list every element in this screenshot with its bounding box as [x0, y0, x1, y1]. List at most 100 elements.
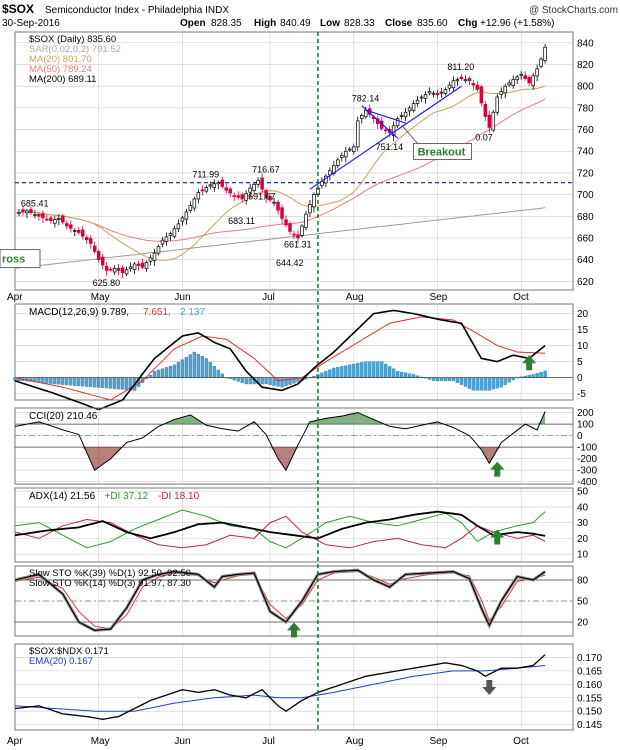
macd-histogram-bar [471, 377, 476, 391]
adx-line [14, 510, 546, 540]
candle-body [483, 103, 488, 117]
candle-body [383, 129, 388, 132]
macd-histogram-bar [220, 373, 224, 378]
macd-histogram-bar [531, 374, 535, 378]
macd-histogram-bar [164, 367, 169, 378]
macd-histogram-bar [124, 377, 129, 390]
macd-histogram-bar [447, 377, 452, 381]
macd-histogram-bar [431, 377, 436, 381]
candle-body [236, 195, 240, 198]
macd-histogram-bar [204, 358, 208, 378]
macd-histogram-bar [455, 377, 460, 383]
macd-up-arrow-icon [522, 355, 537, 371]
cci-frame [14, 407, 574, 485]
candle-body [455, 79, 460, 82]
macd-histogram-bar [264, 377, 268, 385]
candle-body [84, 237, 89, 241]
candle-body [21, 209, 25, 212]
macd-histogram-bar [112, 377, 117, 389]
candle-body [164, 236, 169, 242]
candle-body [120, 267, 125, 274]
date-label: 30-Sep-2016 [2, 18, 60, 29]
candle-body [491, 111, 496, 131]
candle-body [112, 267, 117, 273]
adx-y-tick-label: 50 [577, 487, 589, 498]
candle-body [419, 96, 424, 99]
chart-title-name: Semiconductor Index - Philadelphia INDX [45, 5, 229, 16]
candle-body [108, 268, 113, 271]
macd-histogram-bar [368, 361, 372, 378]
candle-body [280, 207, 284, 219]
swing-label: 683.11 [228, 216, 255, 226]
sto-y-tick-label: 80 [577, 576, 589, 587]
cci-y-tick-label: -200 [577, 454, 597, 465]
price-y-tick-label: 740 [577, 147, 594, 158]
macd-histogram-bar [487, 377, 491, 391]
macd-histogram-bar [483, 377, 487, 391]
macd-histogram-bar [360, 362, 364, 378]
candle-body [507, 82, 511, 86]
candle-body [248, 187, 252, 193]
candle-body [77, 230, 81, 233]
candle-body [73, 230, 77, 232]
macd-histogram-bar [244, 377, 248, 385]
close-label: Close [385, 18, 413, 29]
swing-label: 782.14 [352, 94, 380, 104]
candle-body [53, 219, 57, 224]
price-y-tick-label: 760 [577, 125, 594, 136]
candle-body [403, 111, 408, 118]
candle-body [411, 103, 416, 111]
legend-signal: 7.651, [143, 307, 171, 318]
macd-histogram-bar [65, 377, 69, 386]
candle-body [276, 201, 280, 211]
macd-histogram-bar [467, 377, 472, 389]
month-tick-label: Oct [513, 736, 529, 747]
ma20-line [14, 85, 546, 261]
ratio-ema-line [14, 665, 546, 712]
candle-body [128, 266, 133, 269]
macd-histogram-bar [49, 377, 53, 384]
candle-body [220, 179, 225, 187]
high-value: 840.49 [280, 18, 311, 29]
macd-histogram-bar [85, 377, 89, 387]
candle-body [487, 114, 492, 128]
macd-panel: -5 0 5 10 15 20 MACD(12,26,9) 9.789, 7.651, 2.13… [13, 303, 589, 411]
swing-label: 691.67 [248, 192, 276, 202]
month-tick-label: Apr [7, 736, 23, 747]
candle-body [527, 76, 531, 84]
month-tick-label: May [91, 736, 110, 747]
macd-histogram-bar [344, 365, 348, 378]
macd-y-tick-label: 5 [577, 357, 583, 368]
candle-body [423, 93, 428, 99]
macd-histogram-bar [109, 377, 113, 389]
candle-body [451, 80, 456, 89]
macd-histogram-bar [411, 374, 416, 378]
macd-y-tick-label: 20 [577, 309, 589, 320]
macd-histogram-bar [272, 377, 276, 386]
price-y-tick-label: 680 [577, 212, 594, 223]
ratio-panel: 0.145 0.150 0.155 0.160 0.165 0.170 $SOX:$NDX … [7, 643, 602, 747]
candle-body [192, 198, 197, 209]
macd-histogram-bar [57, 377, 61, 385]
sto-up-arrow-icon [287, 622, 301, 638]
swing-label: 751.14 [376, 142, 404, 152]
macd-histogram-bar [336, 367, 340, 378]
candle-body [543, 46, 547, 61]
cci-y-tick-label: -100 [577, 443, 597, 454]
candle-body [224, 187, 228, 191]
candle-body [264, 190, 268, 199]
candle-body [88, 238, 93, 244]
macd-histogram-bar [391, 368, 396, 378]
macd-histogram-bar [276, 377, 280, 387]
candle-body [435, 92, 440, 96]
legend-ma50: MA(50) 789.24 [29, 64, 92, 75]
candle-body [296, 234, 300, 239]
candle-body [352, 146, 356, 153]
macd-histogram-bar [340, 366, 344, 378]
macd-histogram-bar [61, 377, 65, 385]
candle-body [176, 223, 181, 230]
candle-body [180, 217, 185, 222]
macd-histogram-bar [372, 361, 376, 378]
candle-body [160, 239, 165, 245]
macd-histogram-bar [41, 377, 45, 383]
